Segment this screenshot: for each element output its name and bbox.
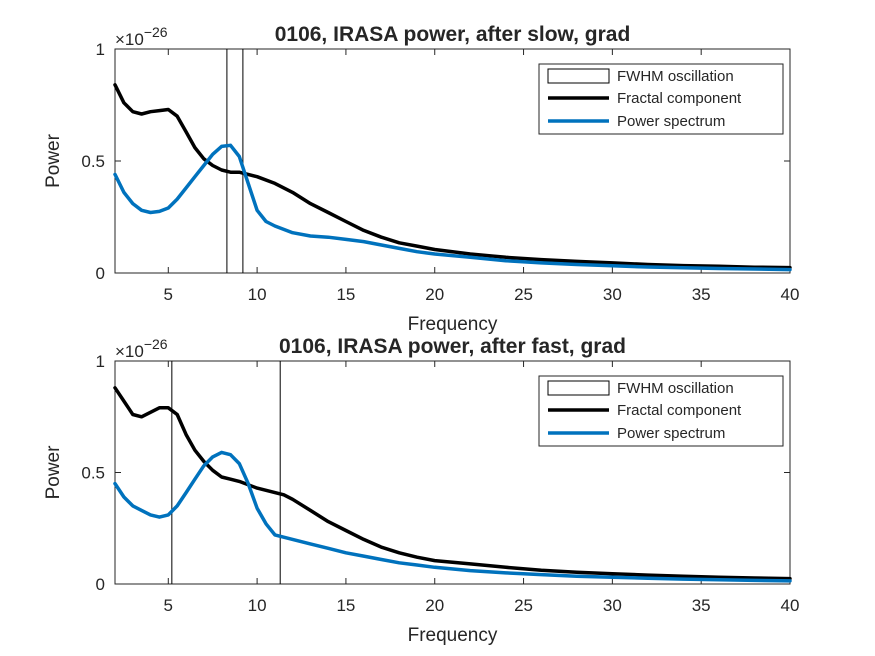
x-tick-label: 20 bbox=[425, 285, 444, 304]
y-tick-label: 0 bbox=[96, 575, 105, 594]
y-tick-label: 0.5 bbox=[81, 464, 105, 483]
x-tick-label: 40 bbox=[781, 596, 800, 615]
series-line-fractal bbox=[113, 386, 792, 581]
x-tick-label: 20 bbox=[425, 596, 444, 615]
exponent-power: −26 bbox=[144, 24, 168, 40]
legend-swatch-fwhm bbox=[547, 68, 610, 84]
y-tick-label: 1 bbox=[96, 352, 105, 371]
series-line-fractal bbox=[113, 83, 792, 270]
y-axis-label: Power bbox=[43, 133, 64, 188]
x-tick-label: 25 bbox=[514, 596, 533, 615]
legend-label: Power spectrum bbox=[617, 113, 725, 130]
legend-swatch-fwhm bbox=[547, 380, 610, 396]
chart-panel-1: 5 10 15 20 25 30 35 40 0 0.5 1 ×10−26 0106, IRASA po… bbox=[43, 23, 799, 335]
y-tick-label: 0.5 bbox=[81, 152, 105, 171]
y-tick-label: 0 bbox=[96, 264, 105, 283]
x-tick-label: 35 bbox=[692, 596, 711, 615]
series-line-power bbox=[113, 450, 792, 583]
chart-title: 0106, IRASA power, after fast, grad bbox=[279, 335, 626, 358]
legend-label: Power spectrum bbox=[617, 425, 725, 442]
y-axis-label: Power bbox=[43, 445, 64, 500]
x-tick-label: 25 bbox=[514, 285, 533, 304]
x-tick-label: 10 bbox=[248, 285, 267, 304]
exponent-base: ×10 bbox=[115, 30, 144, 49]
x-tick-label: 10 bbox=[248, 596, 267, 615]
y-tick-label: 1 bbox=[96, 40, 105, 59]
exponent-power: −26 bbox=[144, 336, 168, 352]
x-tick-label: 5 bbox=[164, 285, 173, 304]
legend-label: Fractal component bbox=[617, 402, 742, 419]
x-axis-label: Frequency bbox=[408, 314, 498, 335]
x-tick-label: 15 bbox=[336, 596, 355, 615]
x-tick-label: 40 bbox=[781, 285, 800, 304]
series-line-power bbox=[113, 143, 792, 272]
chart-panel-2: 5 10 15 20 25 30 35 40 0 0.5 1 ×10−26 0106, IRASA po… bbox=[43, 335, 799, 646]
exponent-base: ×10 bbox=[115, 342, 144, 361]
x-tick-label: 35 bbox=[692, 285, 711, 304]
legend-label: FWHM oscillation bbox=[617, 68, 734, 85]
x-tick-label: 30 bbox=[603, 596, 622, 615]
exponent-label: ×10−26 bbox=[115, 24, 168, 49]
chart-title: 0106, IRASA power, after slow, grad bbox=[275, 23, 631, 46]
x-tick-label: 30 bbox=[603, 285, 622, 304]
legend-label: Fractal component bbox=[617, 90, 742, 107]
legend-label: FWHM oscillation bbox=[617, 380, 734, 397]
exponent-label: ×10−26 bbox=[115, 336, 168, 361]
x-tick-label: 5 bbox=[164, 596, 173, 615]
x-axis-label: Frequency bbox=[408, 625, 498, 646]
x-tick-label: 15 bbox=[336, 285, 355, 304]
